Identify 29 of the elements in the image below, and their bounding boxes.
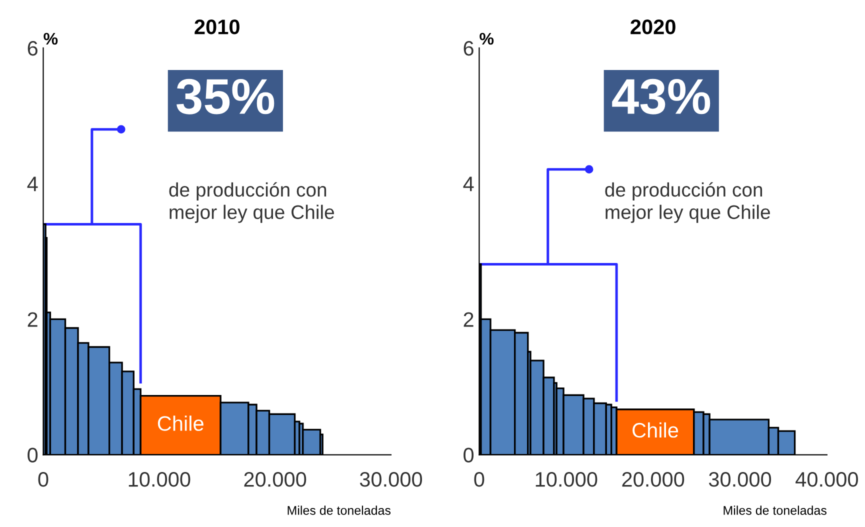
annotation: de producción con mejor ley que Chile — [169, 182, 334, 223]
x-tick-label: 40.000 — [796, 472, 858, 487]
chart-title: 2020 — [630, 20, 676, 34]
annotation: 43% — [612, 78, 710, 114]
y-tick-label: 6 — [28, 40, 38, 56]
annotation: 35% — [176, 78, 274, 114]
y-tick-label: 6 — [464, 40, 474, 56]
y-tick-label: 2 — [464, 312, 474, 327]
annotation: Chile — [632, 422, 678, 438]
x-tick-label: 20.000 — [244, 472, 306, 487]
x-tick-label: 30.000 — [360, 472, 422, 487]
chart-title: 2010 — [194, 20, 240, 34]
y-axis-title: % — [480, 32, 494, 45]
y-tick-label: 0 — [464, 448, 474, 463]
y-axis-title: % — [44, 32, 58, 45]
y-tick-label: 4 — [27, 176, 38, 192]
x-axis-title: Miles de toneladas — [724, 506, 826, 515]
x-tick-label: 10.000 — [128, 472, 190, 487]
x-tick-label: 20.000 — [622, 472, 684, 487]
x-tick-label: 0 — [474, 472, 484, 487]
x-tick-label: 0 — [38, 472, 48, 487]
annotation: Chile — [158, 416, 204, 431]
y-tick-label: 0 — [28, 448, 38, 463]
annotation: de producción con mejor ley que Chile — [605, 182, 770, 223]
x-axis-title: Miles de toneladas — [288, 506, 391, 515]
y-tick-label: 2 — [28, 312, 38, 327]
x-tick-label: 10.000 — [536, 472, 598, 487]
y-tick-label: 4 — [463, 176, 474, 192]
x-tick-label: 30.000 — [708, 472, 772, 487]
